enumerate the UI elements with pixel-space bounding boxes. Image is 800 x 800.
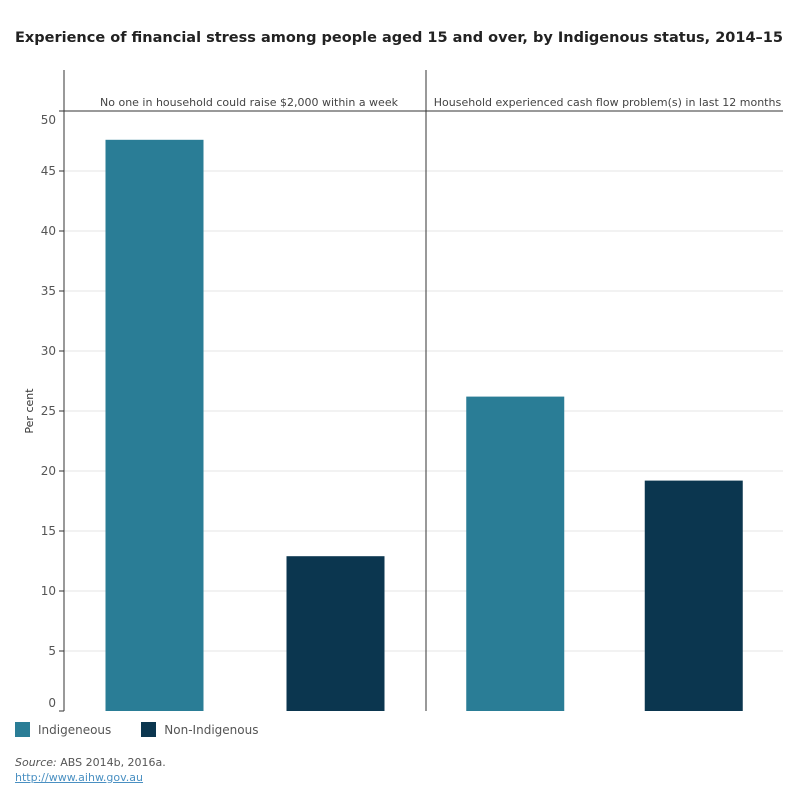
legend-item-indigenous[interactable]: Indigeneous — [15, 722, 111, 737]
legend-item-non-indigenous[interactable]: Non-Indigenous — [141, 722, 258, 737]
y-axis-label: Per cent — [23, 388, 36, 434]
source-label: Source: — [15, 756, 57, 769]
facet-label: Household experienced cash flow problem(… — [434, 96, 782, 109]
chart-title: Experience of financial stress among peo… — [15, 30, 783, 46]
y-tick-label: 35 — [41, 284, 56, 298]
y-tick-label: 30 — [41, 344, 56, 358]
legend-swatch — [141, 722, 157, 737]
bar-non-indigenous — [286, 556, 385, 711]
y-tick-label: 20 — [41, 464, 56, 478]
y-tick-label: 0 — [48, 696, 56, 710]
bar-non-indigenous — [644, 480, 743, 711]
source-note: Source: ABS 2014b, 2016a. — [15, 756, 166, 769]
y-tick-label: 10 — [41, 584, 56, 598]
y-tick-label: 45 — [41, 164, 56, 178]
y-tick-label: 50 — [41, 113, 56, 127]
legend-label: Indigeneous — [38, 722, 112, 737]
source-text: ABS 2014b, 2016a. — [56, 756, 166, 769]
legend-swatch — [15, 722, 30, 737]
legend-label: Non-Indigenous — [164, 722, 259, 737]
source-link[interactable]: http://www.aihw.gov.au — [15, 771, 144, 784]
y-tick-label: 15 — [41, 524, 56, 538]
y-tick-label: 5 — [48, 644, 56, 658]
y-tick-label: 25 — [41, 404, 56, 418]
bar-indigeneous — [105, 139, 204, 712]
legend: Indigeneous Non-Indigenous — [15, 722, 258, 737]
facet-label: No one in household could raise $2,000 w… — [100, 96, 399, 109]
y-tick-label: 40 — [41, 224, 56, 238]
bar-indigeneous — [466, 396, 565, 711]
